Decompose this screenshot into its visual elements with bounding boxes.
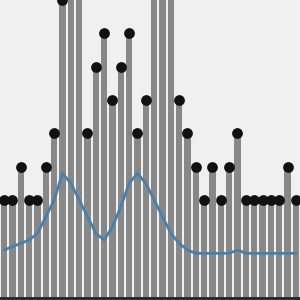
Point (10, 198, 15, 203)
Point (277, 198, 282, 203)
Bar (243, 200, 249, 300)
Point (210, 164, 215, 169)
Bar (251, 200, 257, 300)
Point (260, 198, 265, 203)
Bar (234, 133, 241, 300)
Bar (143, 100, 149, 300)
Point (2, 198, 7, 203)
Point (135, 131, 140, 136)
Bar (51, 133, 57, 300)
Point (177, 98, 182, 102)
Bar (1, 200, 7, 300)
Bar (134, 133, 141, 300)
Point (268, 198, 273, 203)
Point (18, 164, 23, 169)
Bar (159, 0, 166, 300)
Point (44, 164, 48, 169)
Bar (101, 33, 107, 300)
Bar (209, 167, 216, 300)
Bar (268, 200, 274, 300)
Bar (176, 100, 182, 300)
Point (293, 198, 298, 203)
Bar (76, 0, 82, 300)
Point (118, 64, 123, 69)
Point (60, 0, 65, 2)
Point (52, 131, 57, 136)
Point (35, 198, 40, 203)
Point (194, 164, 198, 169)
Point (202, 198, 207, 203)
Bar (26, 200, 32, 300)
Bar (9, 200, 16, 300)
Point (235, 131, 240, 136)
Point (143, 98, 148, 102)
Bar (260, 200, 266, 300)
Bar (118, 67, 124, 300)
Bar (68, 0, 74, 300)
Point (110, 98, 115, 102)
Point (218, 198, 223, 203)
Bar (151, 0, 157, 300)
Bar (193, 167, 199, 300)
Point (285, 164, 290, 169)
Point (185, 131, 190, 136)
Bar (284, 167, 291, 300)
Bar (184, 133, 190, 300)
Point (243, 198, 248, 203)
Bar (43, 167, 49, 300)
Bar (226, 167, 232, 300)
Bar (168, 0, 174, 300)
Point (227, 164, 232, 169)
Bar (218, 200, 224, 300)
Bar (84, 133, 91, 300)
Point (85, 131, 90, 136)
Bar (18, 167, 24, 300)
Point (93, 64, 98, 69)
Bar (110, 100, 116, 300)
Bar (293, 200, 299, 300)
Bar (34, 200, 40, 300)
Bar (276, 200, 282, 300)
Point (252, 198, 256, 203)
Point (102, 31, 106, 36)
Point (127, 31, 132, 36)
Bar (126, 33, 132, 300)
Bar (93, 67, 99, 300)
Bar (59, 0, 66, 300)
Point (27, 198, 32, 203)
Bar (201, 200, 207, 300)
